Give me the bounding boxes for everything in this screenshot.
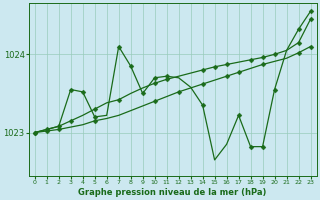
X-axis label: Graphe pression niveau de la mer (hPa): Graphe pression niveau de la mer (hPa) <box>78 188 267 197</box>
